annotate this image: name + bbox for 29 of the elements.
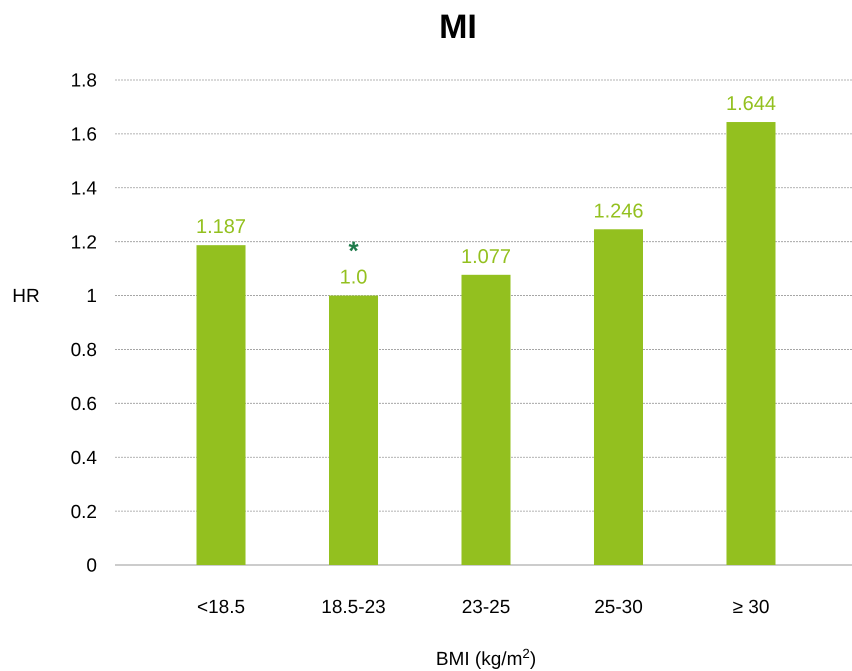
x-tick-label: 23-25 (462, 597, 510, 618)
bar (594, 229, 644, 565)
data-label: 1.0 (340, 266, 368, 289)
chart-title: MI (439, 8, 477, 46)
y-tick-label: 0.6 (70, 394, 97, 415)
y-axis-title: HR (12, 286, 40, 308)
x-axis-title: BMI (kg/m$^{2}$) (436, 646, 536, 670)
y-tick-label: 1.2 (70, 232, 97, 254)
y-tick-label: 1.6 (70, 124, 97, 146)
y-tick-label: 1.8 (70, 70, 97, 92)
y-tick-label: 0.4 (70, 448, 98, 469)
data-label: 1.246 (593, 200, 644, 222)
y-tick-label: 1.4 (70, 178, 98, 200)
bar (196, 245, 246, 565)
x-tick-label: 25-30 (594, 597, 643, 618)
data-label: 1.644 (726, 93, 776, 116)
y-tick-label: 1 (86, 286, 97, 308)
bar (461, 274, 511, 565)
y-tick-label: 0.2 (70, 502, 97, 523)
annotation: * (348, 236, 360, 266)
x-tick-label: 18.5-23 (321, 597, 386, 618)
x-tick-label: <18.5 (196, 597, 246, 618)
y-tick-label: 0.8 (70, 340, 97, 362)
data-label: 1.077 (460, 246, 512, 268)
bar (328, 296, 378, 565)
data-label: 1.187 (196, 216, 246, 238)
bar (726, 122, 776, 565)
x-tick-label: ≥ 30 (732, 597, 770, 618)
y-tick-label: 0 (86, 556, 97, 577)
